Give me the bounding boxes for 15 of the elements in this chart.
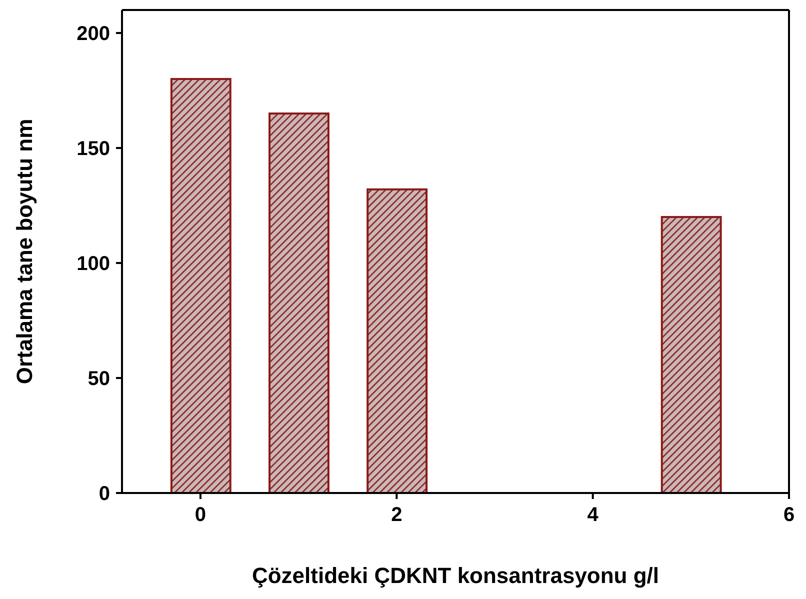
y-tick-label: 200: [76, 23, 110, 46]
bar: [660, 216, 722, 493]
y-tick-label: 150: [76, 138, 110, 160]
x-tick-label: 4: [587, 504, 600, 526]
y-tick-label: 100: [76, 253, 110, 276]
bar: [268, 112, 330, 493]
y-tick-label: 0: [98, 483, 110, 506]
x-tick-label: 2: [391, 504, 402, 526]
bar: [366, 188, 428, 493]
x-axis-title: Çözeltideki ÇDKNT konsantrasyonu g/l: [252, 563, 660, 588]
y-tick-label: 50: [88, 368, 110, 390]
x-tick-label: 6: [783, 504, 795, 526]
bar: [170, 78, 232, 493]
x-tick-label: 0: [194, 504, 206, 526]
y-axis-title: Ortalama tane boyutu nm: [12, 118, 37, 384]
